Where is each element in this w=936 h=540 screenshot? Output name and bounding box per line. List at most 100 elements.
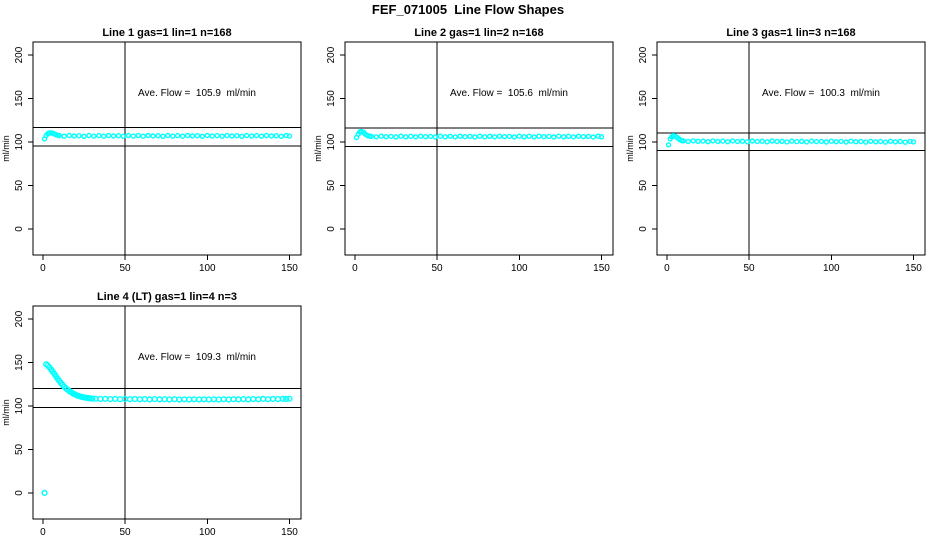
y-tick-label: 50 [638,179,649,191]
data-point [526,133,532,140]
data-point [225,396,232,403]
data-point [555,133,562,139]
data-point [437,133,444,139]
ave-flow-annotation: Ave. Flow = 100.3 ml/min [762,88,880,99]
y-tick-label: 0 [14,490,25,496]
data-point [235,396,242,403]
data-point [286,395,293,402]
y-tick-label: 0 [638,226,649,232]
y-axis-unit-label: ml/min [1,399,11,426]
data-point [585,133,591,140]
data-point [472,134,478,140]
data-point [843,139,849,145]
data-point [734,138,741,145]
data-point [116,396,124,403]
data-point [388,133,394,140]
data-point [200,396,208,403]
ave-flow-annotation: Ave. Flow = 105.9 ml/min [138,88,256,99]
y-tick-label: 50 [14,179,25,191]
data-point [575,133,582,139]
x-tick-label: 50 [432,263,444,274]
y-axis-unit-label: ml/min [1,135,11,162]
figure-title: FEF_071005 Line Flow Shapes [371,2,565,17]
data-point [422,133,429,140]
x-tick-label: 150 [281,527,298,538]
x-tick-label: 0 [40,527,46,538]
y-tick-label: 200 [14,310,25,327]
data-point [784,139,790,145]
data-point [210,396,218,403]
x-tick-label: 50 [744,263,756,274]
data-point [135,132,141,139]
data-point [278,133,284,140]
data-point [892,139,899,145]
data-point [176,396,183,403]
data-point [754,138,761,145]
data-point [560,134,567,140]
data-point [170,133,176,139]
y-tick-label: 150 [638,90,649,107]
data-point [61,133,67,139]
data-point [690,138,696,144]
x-tick-label: 0 [664,263,670,274]
data-point [263,132,270,139]
data-point [551,134,557,140]
data-point [462,133,468,140]
y-tick-label: 0 [326,226,337,232]
data-point [902,139,908,145]
data-point [442,134,449,140]
y-tick-label: 0 [14,226,25,232]
data-point [710,138,716,144]
data-point [160,133,166,140]
y-tick-label: 100 [638,133,649,150]
data-point [71,133,77,139]
data-point [665,142,672,148]
data-point [863,139,869,145]
data-point [789,138,795,144]
y-axis-unit-label: ml/min [313,135,323,162]
data-point [570,134,577,140]
data-point [546,133,552,140]
data-point [286,133,293,139]
data-point [86,132,92,139]
data-point [215,396,222,403]
data-point [110,133,117,139]
data-point [531,134,537,140]
data-point [204,132,211,139]
panel-line-4: Line 4 (LT) gas=1 lin=4 n=3 0 50 100 150 0 50 1… [0,284,312,540]
data-point [209,133,215,139]
data-point [156,396,163,403]
y-tick-label: 100 [14,397,25,414]
data-point [506,133,513,140]
data-point [516,133,523,139]
plot-border [32,305,302,520]
data-point [833,138,839,145]
data-point [174,132,181,139]
data-point [764,139,770,145]
data-point [910,139,917,145]
data-point [171,396,178,403]
data-point [427,133,434,140]
data-point [136,396,144,403]
y-tick-label: 50 [326,179,337,191]
x-tick-label: 100 [199,527,216,538]
y-tick-label: 200 [14,46,25,63]
panel-title: Line 4 (LT) gas=1 lin=4 n=3 [97,291,237,303]
data-point [720,138,726,144]
line-1-chart: Line 1 gas=1 lin=1 n=168 0 50 100 150 0 50 100 1… [1,27,302,274]
data-point [89,395,96,402]
data-point [417,133,424,139]
x-tick-label: 50 [120,527,132,538]
data-point [774,138,780,145]
data-point [196,396,203,403]
data-point [482,134,488,140]
data-point [794,138,800,145]
data-point [779,138,785,145]
panel-line-1: Line 1 gas=1 lin=1 n=168 0 50 100 150 0 50 100 1… [0,20,312,276]
data-point [214,132,220,139]
x-tick-label: 0 [40,263,46,274]
data-point [239,133,245,140]
panel-title: Line 3 gas=1 lin=3 n=168 [726,27,855,39]
x-tick-label: 100 [199,263,216,274]
data-point [141,395,148,403]
